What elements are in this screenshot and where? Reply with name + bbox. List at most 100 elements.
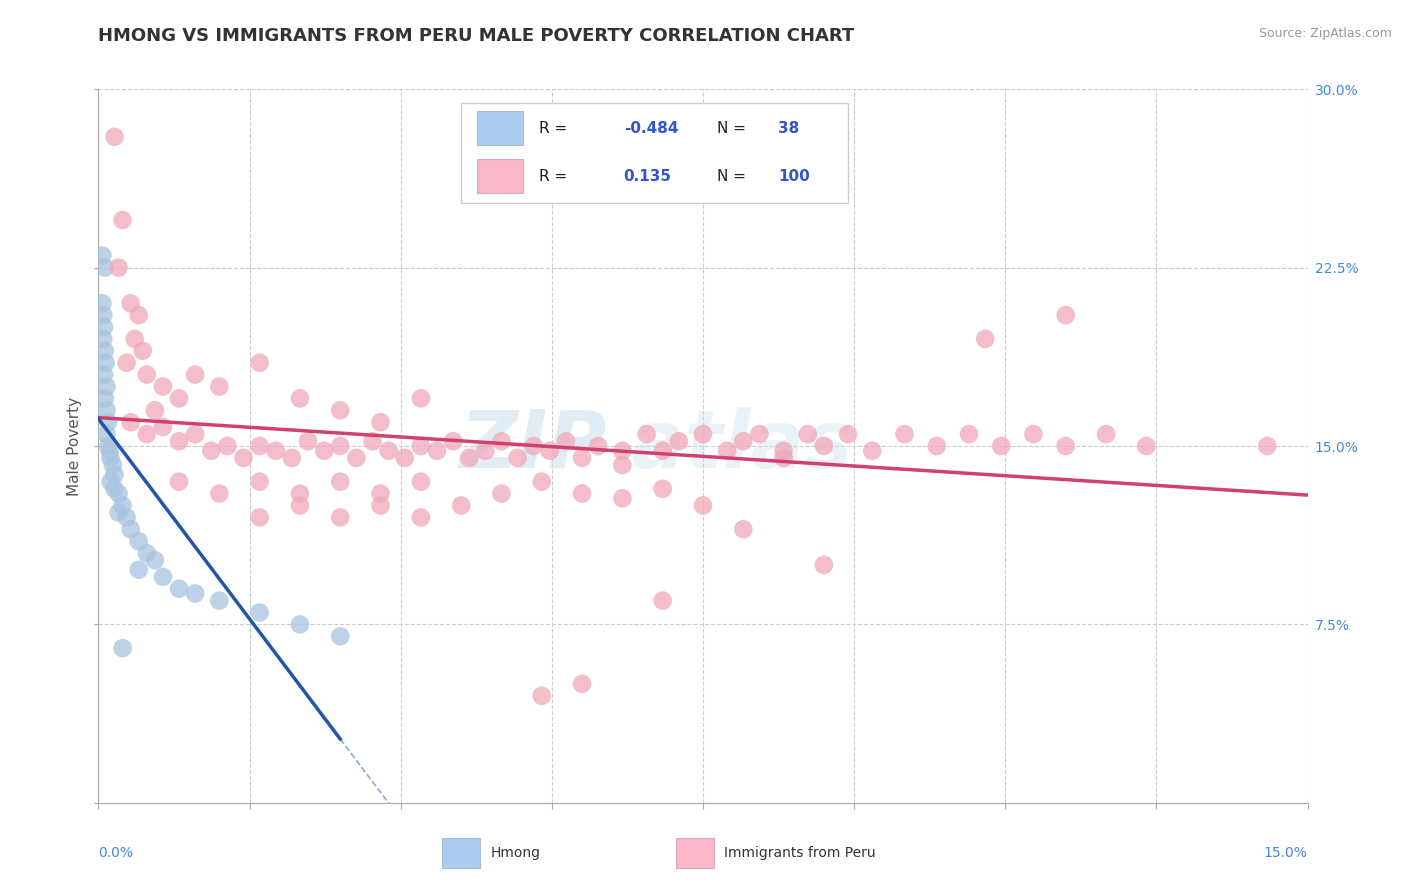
Point <box>107 486 129 500</box>
Point <box>115 356 138 370</box>
Point <box>1095 427 1118 442</box>
Text: HMONG VS IMMIGRANTS FROM PERU MALE POVERTY CORRELATION CHART: HMONG VS IMMIGRANTS FROM PERU MALE POVER… <box>98 27 855 45</box>
Point <box>115 510 138 524</box>
Point <box>612 458 634 472</box>
Point <box>344 450 367 465</box>
Point <box>506 450 529 465</box>
Point <box>530 475 553 489</box>
Point <box>91 332 114 346</box>
Point <box>523 439 546 453</box>
Point <box>288 499 311 513</box>
Point <box>96 379 118 393</box>
Point <box>249 606 271 620</box>
Point <box>491 486 513 500</box>
Point <box>120 522 142 536</box>
Point <box>98 443 121 458</box>
Point <box>692 427 714 442</box>
Point <box>450 499 472 513</box>
Point <box>571 486 593 500</box>
Text: atlas: atlas <box>630 407 853 485</box>
Point <box>361 434 384 449</box>
Point <box>94 260 117 275</box>
Point <box>94 343 117 358</box>
Point <box>1054 308 1077 322</box>
Point <box>167 434 190 449</box>
Point <box>772 450 794 465</box>
Point <box>651 443 673 458</box>
Point <box>217 439 239 453</box>
Point <box>208 486 231 500</box>
Point <box>813 558 835 572</box>
Point <box>135 427 157 442</box>
Point <box>184 427 207 442</box>
Point <box>990 439 1012 453</box>
Point <box>491 434 513 449</box>
Point <box>101 458 124 472</box>
Y-axis label: Male Poverty: Male Poverty <box>67 396 83 496</box>
Point <box>91 249 114 263</box>
Point <box>651 593 673 607</box>
Point <box>1256 439 1278 453</box>
Point <box>128 534 150 549</box>
Point <box>893 427 915 442</box>
Point <box>538 443 561 458</box>
Point <box>377 443 399 458</box>
Point <box>111 213 134 227</box>
Point <box>329 439 352 453</box>
Point <box>1022 427 1045 442</box>
Point <box>748 427 770 442</box>
Point <box>612 491 634 506</box>
Point <box>409 475 432 489</box>
Point <box>120 415 142 429</box>
Point <box>329 510 352 524</box>
Point <box>409 392 432 406</box>
Point <box>692 499 714 513</box>
Point <box>128 308 150 322</box>
Point <box>184 368 207 382</box>
Point <box>957 427 980 442</box>
Point <box>441 434 464 449</box>
Point <box>97 439 120 453</box>
Point <box>103 482 125 496</box>
Point <box>925 439 948 453</box>
Point <box>813 439 835 453</box>
Point <box>232 450 254 465</box>
Point <box>651 482 673 496</box>
Point <box>733 434 755 449</box>
Point <box>314 443 336 458</box>
Point <box>586 439 609 453</box>
Point <box>668 434 690 449</box>
Point <box>370 499 392 513</box>
Point <box>409 510 432 524</box>
Point <box>208 593 231 607</box>
Point <box>297 434 319 449</box>
Point <box>111 641 134 656</box>
Point <box>93 368 115 382</box>
Point <box>91 308 114 322</box>
Point <box>288 392 311 406</box>
Point <box>132 343 155 358</box>
Point <box>100 475 122 489</box>
Point <box>103 129 125 144</box>
Point <box>249 475 271 489</box>
Point <box>1135 439 1157 453</box>
Point <box>100 450 122 465</box>
Point <box>458 450 481 465</box>
Point <box>184 586 207 600</box>
Point <box>612 443 634 458</box>
Point <box>249 356 271 370</box>
Point <box>97 415 120 429</box>
Point <box>107 260 129 275</box>
Point <box>135 368 157 382</box>
Point <box>409 439 432 453</box>
Point <box>94 356 117 370</box>
Point <box>107 506 129 520</box>
Point <box>111 499 134 513</box>
Point <box>288 617 311 632</box>
Point <box>860 443 883 458</box>
Point <box>474 443 496 458</box>
Point <box>200 443 222 458</box>
Point <box>103 467 125 482</box>
Point <box>249 510 271 524</box>
Point <box>94 392 117 406</box>
